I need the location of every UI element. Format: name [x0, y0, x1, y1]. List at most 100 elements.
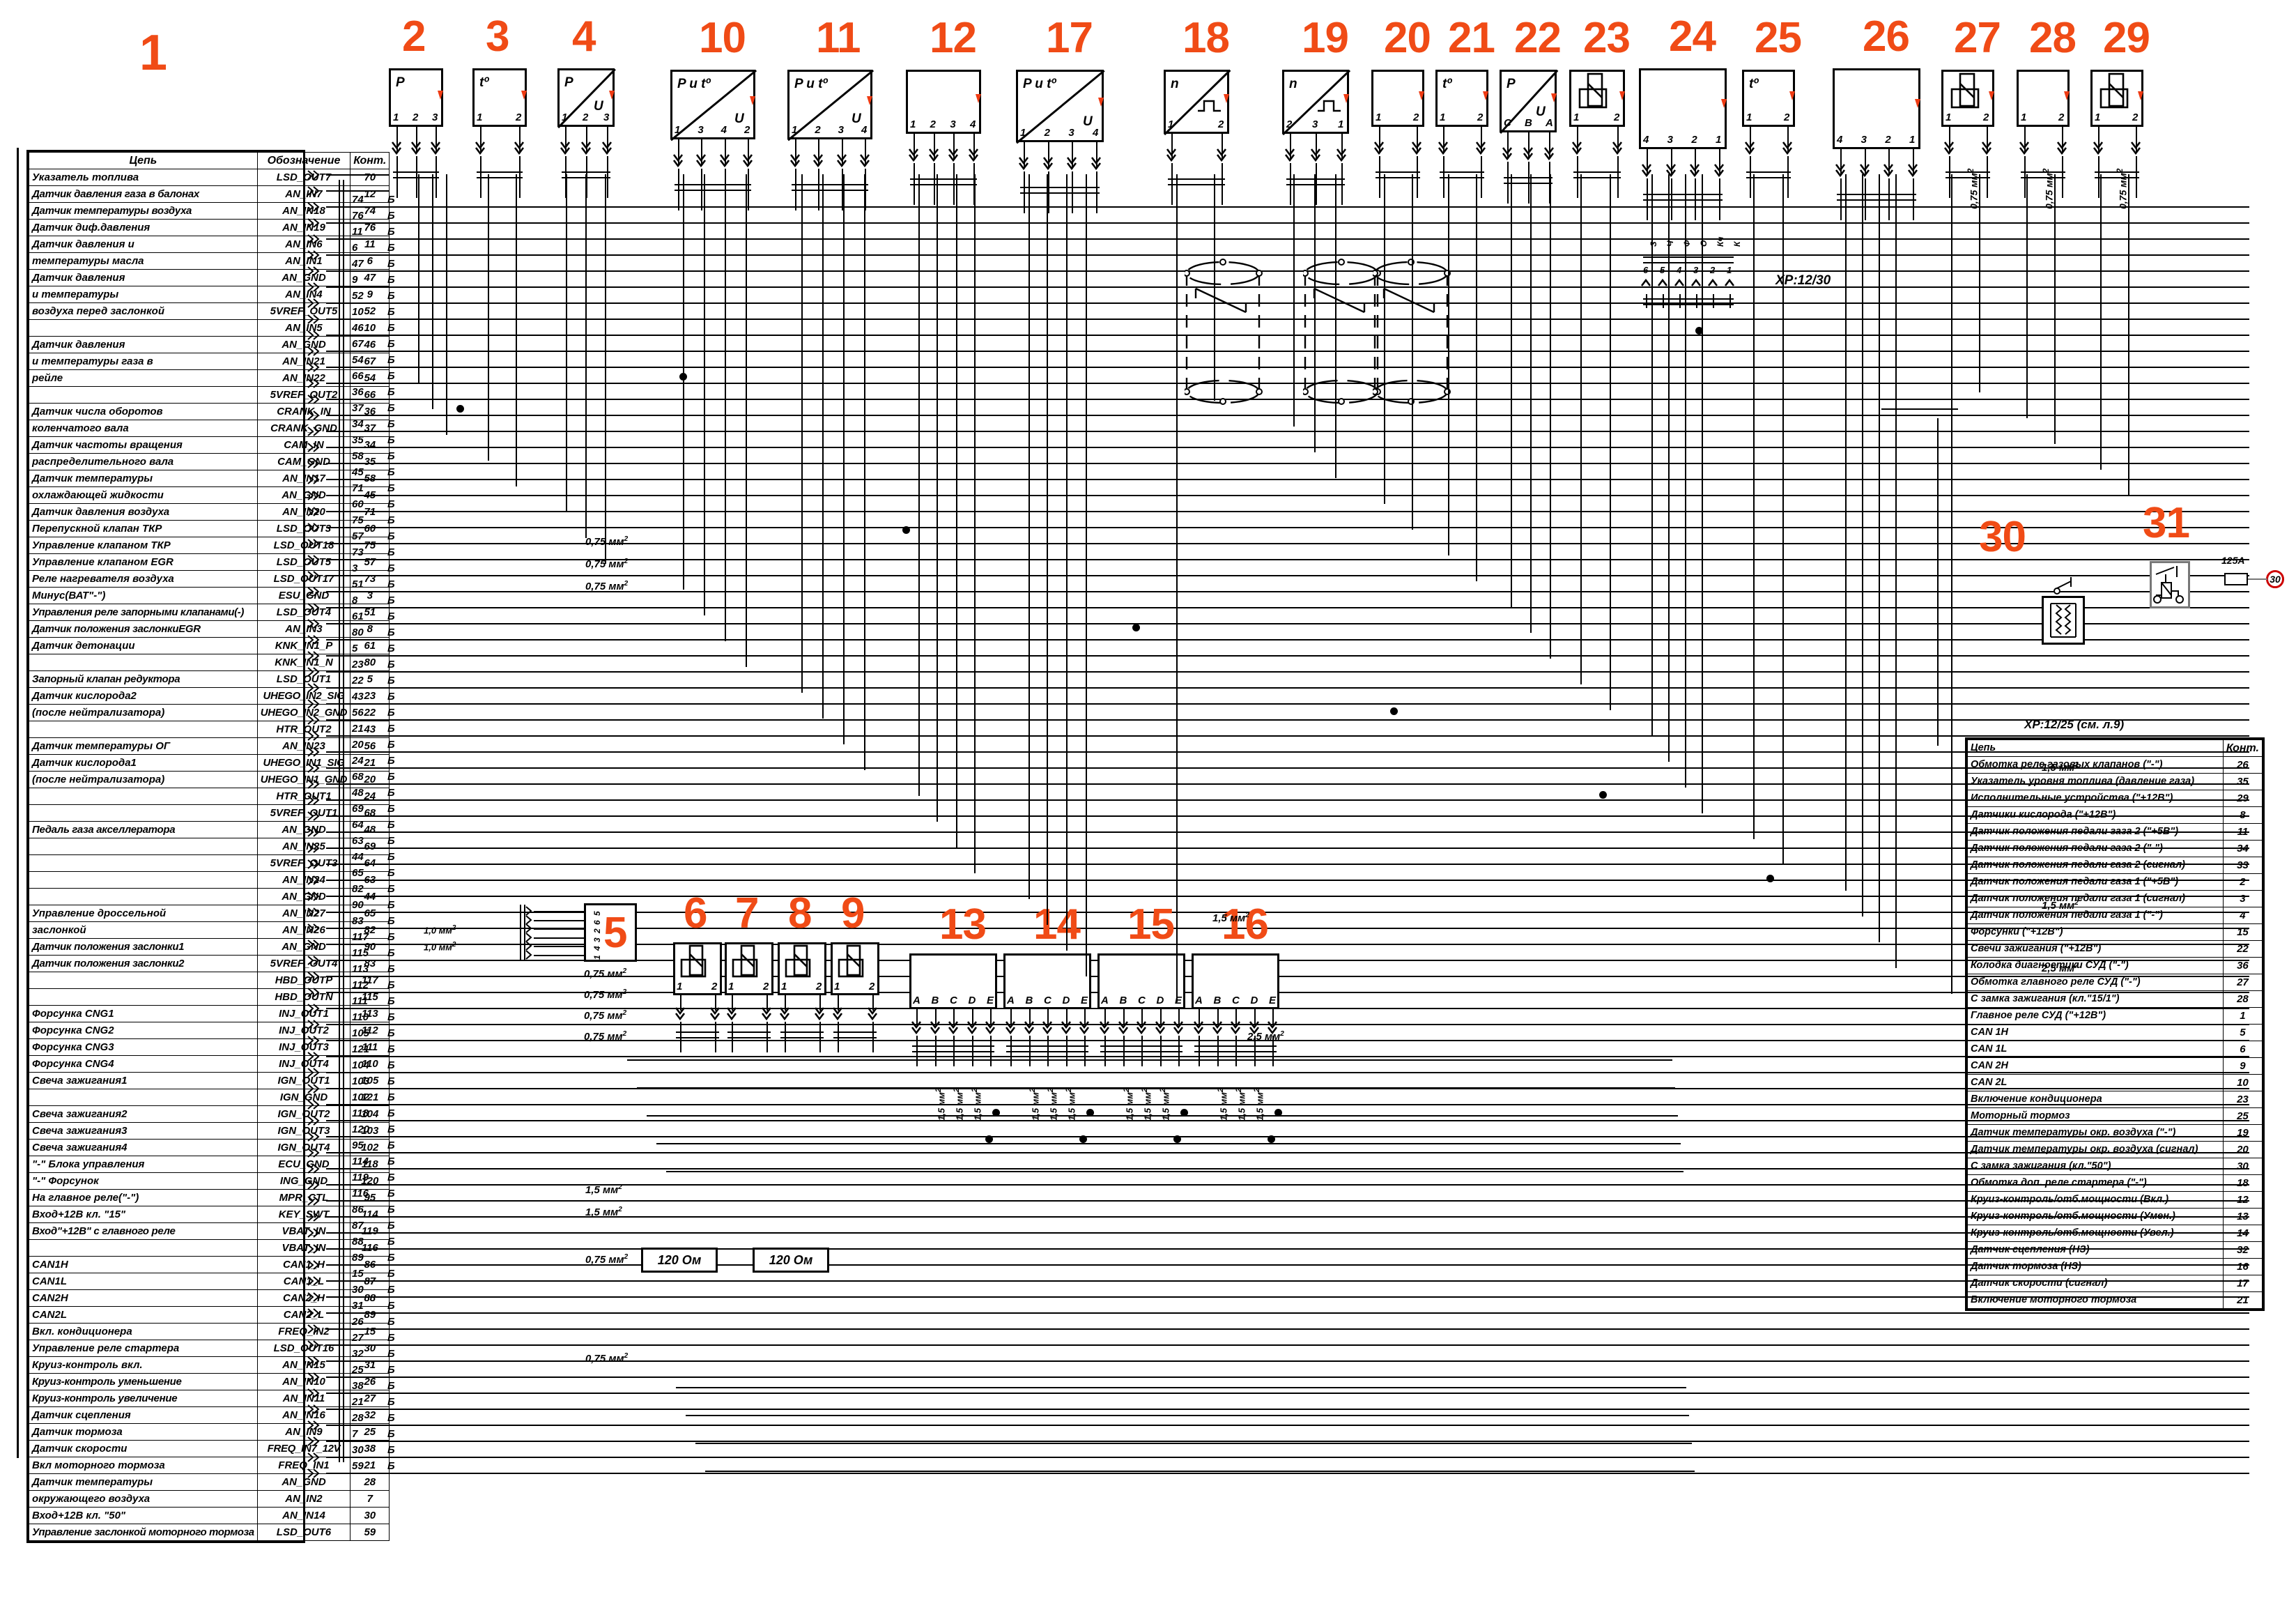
table-row: (после нейтрализатора) UHEGO_IN1_GND 20 — [29, 771, 390, 788]
routing-wire — [695, 1443, 1692, 1444]
routing-wire — [1214, 174, 1215, 401]
junction-dot — [1173, 1135, 1181, 1143]
bus-line — [326, 1457, 2249, 1458]
cell-circuit: Датчик температуры воздуха — [29, 202, 258, 220]
cell-circuit: Датчик температуры окр. воздуха (сигнал) — [1967, 1141, 2224, 1158]
wire-number: 65 — [352, 867, 364, 879]
harness-arrow-icon — [836, 154, 847, 168]
table-row: AN_IN25 69 — [29, 838, 390, 855]
table-outlet-arrow-icon — [307, 1468, 320, 1478]
cell-contact: 104 — [350, 1105, 390, 1123]
component-lead — [1379, 127, 1380, 153]
fuse-125a-symbol — [2224, 573, 2248, 585]
table-row: CAN2H CAN2_H 88 — [29, 1289, 390, 1307]
routing-wire — [1047, 174, 1048, 925]
cell-contact: 35 — [2222, 773, 2263, 790]
component-lead — [1028, 1009, 1031, 1025]
cell-designation: AN_GND — [256, 938, 351, 956]
routing-wire — [1335, 174, 1336, 478]
component-lead — [480, 127, 481, 153]
table-row: С замка зажигания (кл."50") 30 — [1967, 1158, 2263, 1175]
wire-number: 58 — [352, 450, 364, 462]
cell-circuit: Реле нагревателя воздуха — [29, 570, 258, 588]
table-outlet-arrow-icon — [307, 619, 320, 629]
component-lead — [396, 127, 398, 153]
pin-label: B — [1119, 995, 1127, 1006]
cell-contact: 48 — [350, 821, 390, 838]
table-row: распределительного вала CAM_GND 35 — [29, 453, 390, 470]
cell-circuit: Форсунка CNG3 — [29, 1038, 258, 1056]
bus-line — [326, 319, 2249, 320]
xp1225-caption: XP:12/25 (см. л.9) — [2024, 718, 2125, 731]
routing-wire — [566, 174, 567, 512]
harness-bundle-bar — [792, 184, 868, 185]
pin-label: C — [1044, 995, 1051, 1006]
wire-color-code: Б — [387, 1172, 395, 1183]
component-lead — [1024, 142, 1025, 169]
routing-wire — [656, 1143, 1681, 1144]
wire-number: 67 — [352, 338, 364, 350]
pin-label: C — [1504, 117, 1511, 129]
harness-arrow-icon — [1523, 147, 1534, 161]
component-lead — [748, 139, 749, 166]
pin-label: 2 — [1983, 112, 1989, 123]
cell-circuit: Указатель топлива — [29, 169, 258, 186]
bus-line — [326, 190, 389, 192]
cell-designation: CRANK_GND — [256, 420, 351, 437]
pin-label: 3 — [592, 937, 602, 942]
wire-gauge-label: 1,5 мм2 — [2042, 899, 2079, 912]
component-symbol-24 — [1639, 68, 1727, 149]
cell-designation: CAM_IN — [256, 436, 351, 454]
junction-dot — [1599, 791, 1607, 799]
component-lead — [914, 134, 915, 160]
pin-label: B — [931, 995, 939, 1006]
bus-line — [326, 912, 2249, 913]
cell-contact: 19 — [2222, 1124, 2263, 1142]
cell-designation: LSD_OUT6 — [256, 1524, 351, 1541]
component-quantity-label: n — [1289, 77, 1297, 91]
wire-color-code: Б — [387, 819, 395, 831]
pin-label: D — [1250, 995, 1258, 1006]
table-row: Указатель уровня топлива (давление газа)… — [1967, 773, 2263, 790]
pin-label: 2 — [744, 124, 750, 136]
harness-arrow-icon — [1907, 164, 1918, 178]
component-number-8: 8 — [788, 889, 812, 937]
wire-color-code: Б — [387, 1091, 395, 1103]
component-lead — [1443, 127, 1444, 153]
table-outlet-arrow-icon — [307, 683, 320, 693]
table-header-row: Цепь Обозначение Конт. — [29, 152, 390, 169]
table-outlet-arrow-icon — [307, 539, 320, 549]
pin-label: D — [1062, 995, 1070, 1006]
cell-contact: 29 — [2222, 790, 2263, 807]
cell-contact: 70 — [350, 169, 390, 186]
cell-circuit: Свеча зажигания3 — [29, 1122, 258, 1140]
wire-number: 46 — [352, 322, 364, 334]
wire-color-code: Б — [387, 1156, 395, 1167]
wire-number: 73 — [352, 546, 364, 558]
component-lead — [1178, 1009, 1180, 1025]
table-outlet-arrow-icon — [307, 1404, 320, 1414]
component-number-22: 22 — [1514, 14, 1562, 62]
harness-bundle-bar — [912, 1045, 994, 1047]
cell-circuit: Датчик температуры ОГ — [29, 737, 258, 755]
cell-designation: HBD_OUTP — [256, 972, 351, 989]
wire-number: 86 — [352, 1204, 364, 1215]
component-lead — [838, 995, 839, 1011]
harness-bundle-bar — [910, 184, 977, 185]
cell-designation: IGN_OUT1 — [256, 1072, 351, 1089]
table-row: Минус(ВАТ"-") ESU_GND 3 — [29, 587, 390, 604]
cell-circuit: Датчик тормоза — [29, 1423, 258, 1441]
wire-number: 90 — [352, 899, 364, 911]
wire-number: 27 — [352, 1332, 364, 1344]
harness-arrow-icon — [1411, 141, 1422, 155]
harness-arrow-icon — [1835, 164, 1846, 178]
bus-line — [326, 302, 2249, 304]
table-outlet-arrow-icon — [307, 298, 320, 308]
cell-designation: AN_IN18 — [256, 202, 351, 220]
cell-circuit — [29, 972, 258, 989]
pin-label: E — [1175, 995, 1182, 1006]
table-outlet-arrow-icon — [307, 667, 320, 677]
wire-color-code: Б — [387, 595, 395, 606]
table-row: Педаль газа акселлератора AN_GND 48 — [29, 821, 390, 838]
cell-contact: 20 — [350, 771, 390, 788]
